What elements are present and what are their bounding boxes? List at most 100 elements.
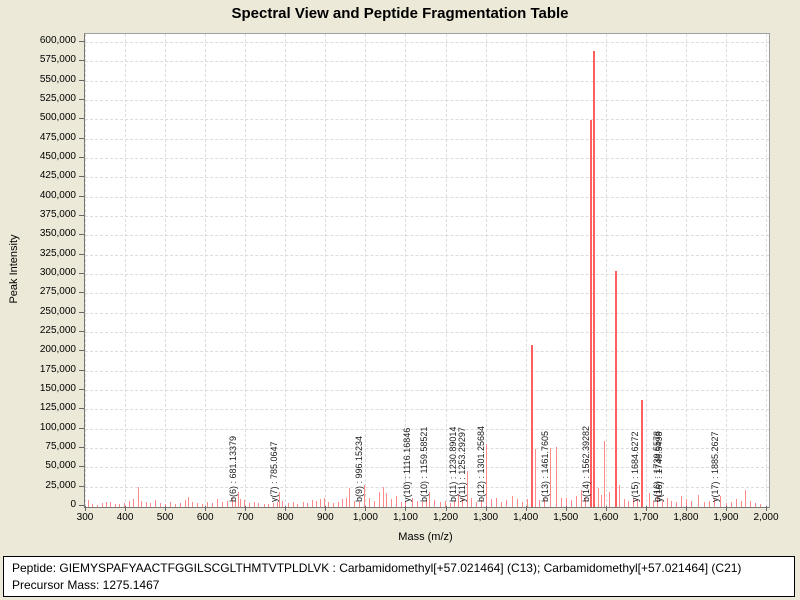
y-tick-label: 275,000	[39, 286, 76, 298]
gridline-vertical	[565, 34, 567, 507]
spectrum-peak	[604, 441, 606, 507]
gridline-vertical	[685, 34, 687, 507]
gridline-vertical	[285, 34, 287, 507]
fragment-annotation: b(9) : 996.15234	[353, 435, 364, 502]
y-tick-label: 200,000	[39, 344, 76, 356]
spectrum-peak	[697, 495, 699, 507]
gridline-vertical	[645, 34, 647, 507]
spectrum-peak	[760, 503, 762, 507]
x-tick-label: 1,500	[553, 512, 579, 523]
y-tick-mark	[79, 389, 84, 390]
spectrum-peak	[346, 497, 348, 507]
x-tick-mark	[205, 506, 207, 511]
x-tick-label: 500	[156, 512, 174, 523]
x-tick-mark	[405, 506, 407, 511]
spectrum-peak	[434, 500, 436, 507]
spectrum-peak	[449, 503, 451, 507]
spectrum-peak	[137, 486, 139, 507]
fragment-annotation: b(14) : 1562.39282	[580, 425, 591, 502]
spectrum-peak	[179, 503, 181, 507]
gridline-vertical	[405, 34, 407, 507]
y-tick-mark	[79, 157, 84, 158]
x-tick-mark	[445, 506, 447, 511]
plot-area[interactable]: b(6) : 681.13379 y(7) : 785.0647 b(9) : 99…	[84, 33, 770, 508]
spectrum-peak	[169, 502, 171, 507]
spectrum-peak	[279, 492, 281, 507]
spectrum-peak	[675, 502, 677, 507]
spectrum-peak	[164, 503, 166, 507]
spectrum-peak	[471, 497, 473, 507]
gridline-horizontal	[85, 80, 769, 82]
spectrum-peak	[92, 503, 94, 507]
gridline-horizontal	[85, 100, 769, 101]
gridline-vertical	[125, 34, 127, 507]
y-tick-label: 375,000	[39, 209, 76, 220]
y-tick-mark	[79, 273, 84, 274]
spectrum-peak	[534, 449, 536, 507]
y-tick-mark	[79, 485, 84, 487]
spectrum-peak	[681, 496, 683, 507]
spectrum-peak	[105, 501, 107, 507]
spectrum-peak	[248, 503, 250, 507]
gridline-horizontal	[85, 138, 769, 140]
x-tick-mark	[766, 506, 767, 511]
x-tick-label: 1,400	[513, 512, 539, 523]
spectrum-peak	[282, 500, 284, 507]
spectrum-peak	[315, 500, 317, 507]
x-tick-mark	[565, 506, 567, 511]
gridline-vertical	[205, 34, 207, 507]
x-tick-mark	[685, 506, 687, 511]
spectrum-peak	[576, 496, 578, 507]
spectrum-peak	[97, 504, 99, 507]
x-tick-mark	[325, 506, 327, 511]
y-tick-label: 250,000	[39, 305, 76, 317]
y-tick-label: 600,000	[39, 35, 76, 46]
spectrum-peak	[297, 503, 299, 507]
spectrum-peak	[589, 120, 592, 507]
spectrum-peak	[741, 500, 743, 507]
spectrum-peak	[661, 500, 663, 507]
spectrum-peak	[421, 502, 423, 507]
spectrum-peak	[444, 501, 446, 507]
spectrum-peak	[368, 497, 370, 507]
x-axis-title: Mass (m/z)	[398, 531, 453, 543]
y-tick-label: 550,000	[39, 73, 76, 85]
gridline-horizontal	[85, 274, 769, 275]
x-tick-label: 1,000	[352, 512, 378, 523]
gridline-vertical	[325, 34, 327, 507]
spectrum-peak	[206, 502, 208, 507]
x-tick-label: 1,100	[392, 512, 418, 523]
gridline-horizontal	[85, 351, 769, 353]
gridline-vertical	[485, 34, 487, 507]
spectrum-peak	[174, 503, 176, 507]
spectrum-peak	[311, 500, 313, 507]
x-tick-label: 700	[236, 512, 254, 523]
spectrum-peak	[383, 486, 385, 507]
y-tick-mark	[79, 137, 84, 139]
spectrum-peak	[531, 344, 534, 507]
spectrum-peak	[544, 498, 546, 507]
spectrum-peak	[268, 504, 270, 507]
spectrum-peak	[475, 501, 477, 507]
spectrum-peak	[641, 400, 644, 507]
spectrum-peak	[512, 496, 514, 507]
y-tick-label: 150,000	[39, 383, 76, 394]
spectrum-peak	[253, 501, 255, 507]
fragment-annotation: y(16) : 1746.5498	[654, 431, 665, 502]
gridline-horizontal	[85, 235, 769, 237]
x-tick-mark	[525, 506, 527, 511]
gridline-horizontal	[85, 42, 769, 43]
spectrum-peak	[119, 504, 121, 507]
spectrum-peak	[690, 500, 692, 507]
y-tick-mark	[79, 79, 84, 81]
gridline-horizontal	[85, 312, 769, 314]
spectrum-peak	[353, 500, 355, 507]
y-tick-mark	[79, 253, 84, 255]
gridline-horizontal	[85, 196, 769, 198]
spectrum-peak	[216, 499, 218, 507]
y-tick-mark	[79, 311, 84, 313]
spectrum-peak	[391, 499, 393, 507]
spectrum-peak	[337, 501, 339, 507]
x-tick-label: 400	[116, 512, 134, 523]
